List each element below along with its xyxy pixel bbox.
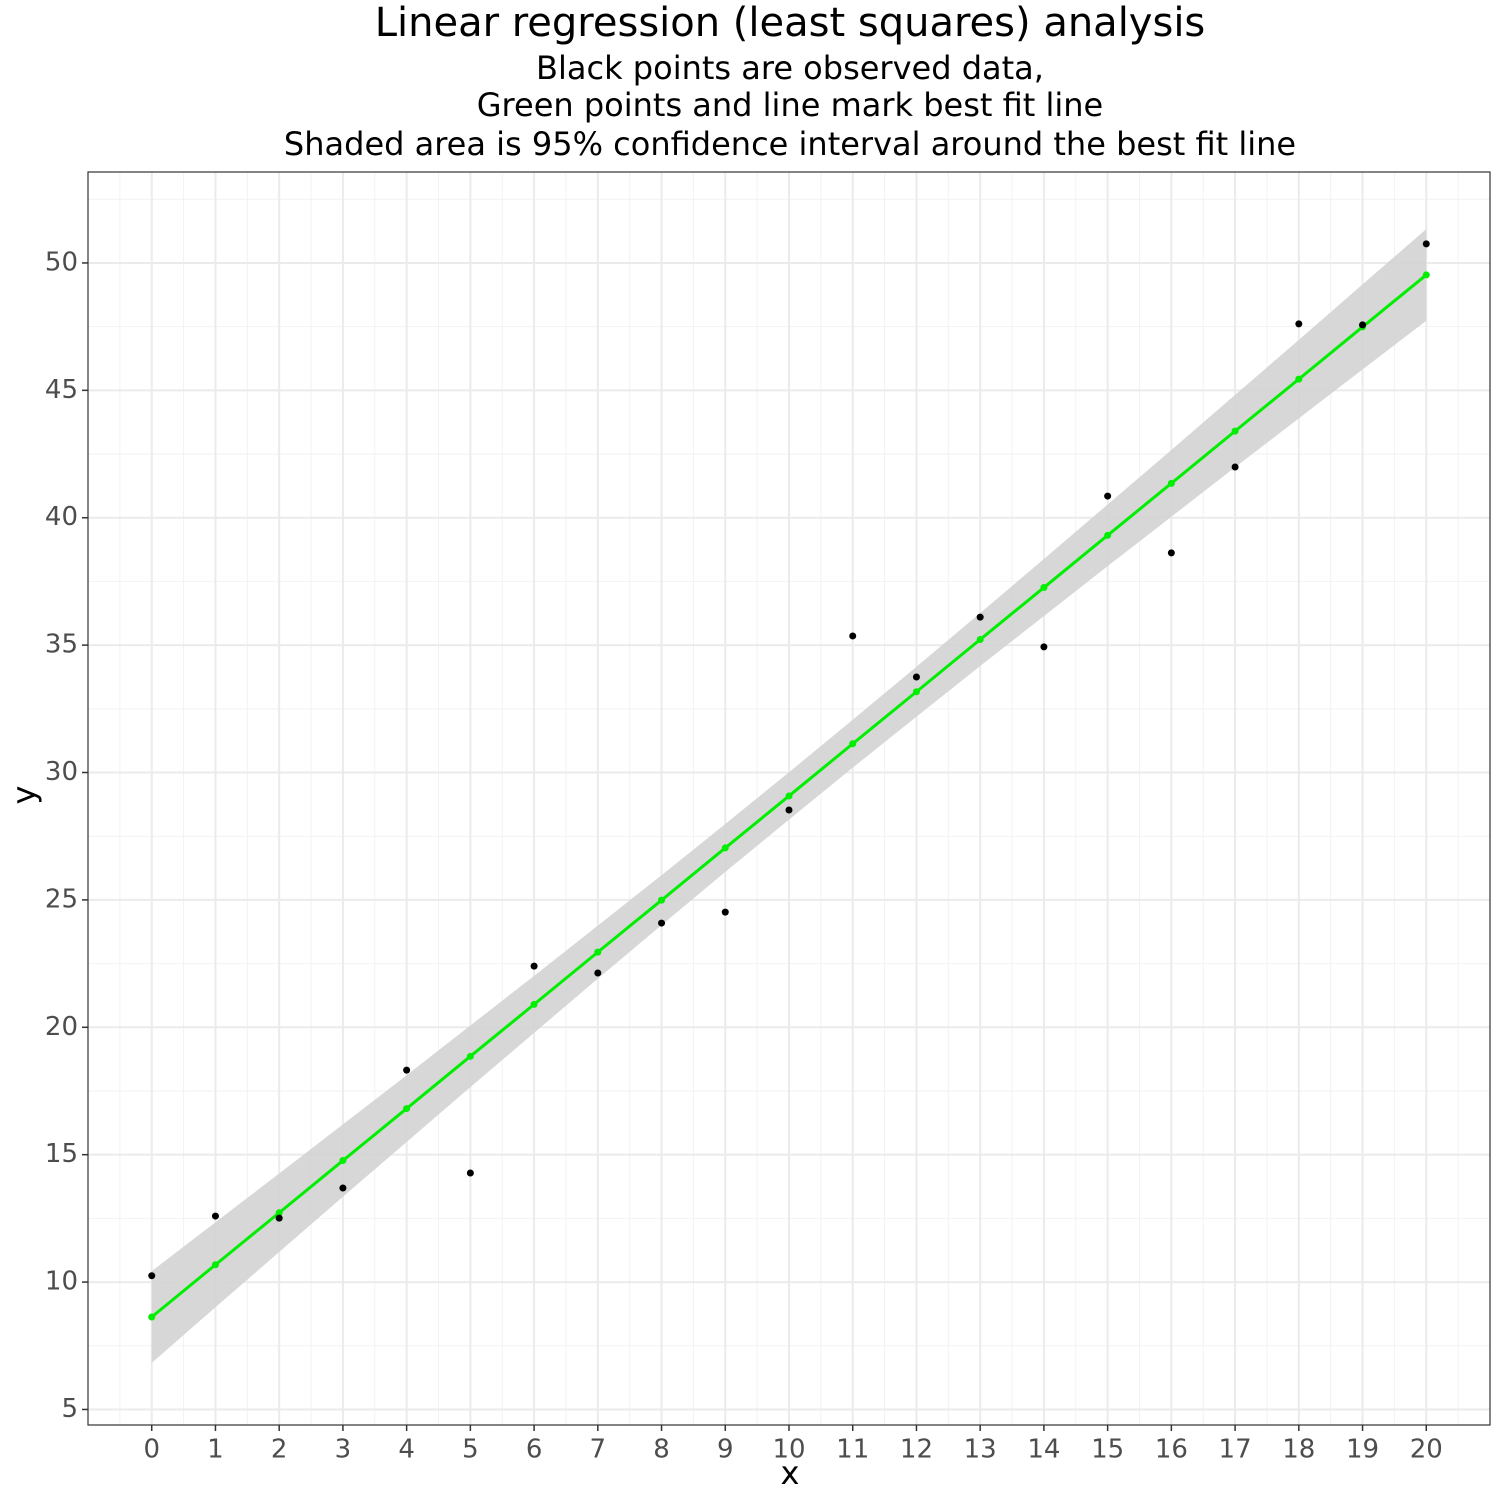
x-tick-label: 13 bbox=[964, 1435, 997, 1465]
fitted-point bbox=[849, 740, 857, 748]
fitted-point bbox=[1422, 271, 1430, 279]
observed-point bbox=[658, 919, 666, 927]
observed-point bbox=[403, 1066, 411, 1074]
fitted-point bbox=[1040, 584, 1048, 592]
fitted-point bbox=[339, 1157, 347, 1165]
x-tick-label: 4 bbox=[398, 1435, 415, 1465]
y-tick-label: 40 bbox=[45, 502, 78, 532]
observed-point bbox=[849, 632, 857, 640]
x-tick-label: 12 bbox=[900, 1435, 933, 1465]
chart-subtitle: Green points and line mark best fit line bbox=[477, 86, 1103, 124]
y-tick-label: 35 bbox=[45, 630, 78, 660]
y-tick-label: 15 bbox=[45, 1139, 78, 1169]
x-tick-label: 14 bbox=[1027, 1435, 1060, 1465]
y-tick-label: 45 bbox=[45, 375, 78, 405]
fitted-point bbox=[466, 1052, 474, 1060]
fitted-point bbox=[976, 636, 984, 644]
y-tick-label: 20 bbox=[45, 1012, 78, 1042]
observed-point bbox=[466, 1169, 474, 1177]
x-tick-label: 0 bbox=[143, 1435, 160, 1465]
x-tick-label: 16 bbox=[1155, 1435, 1188, 1465]
observed-point bbox=[530, 962, 538, 970]
x-tick-label: 2 bbox=[271, 1435, 288, 1465]
x-tick-label: 9 bbox=[717, 1435, 734, 1465]
observed-point bbox=[1359, 321, 1367, 329]
observed-point bbox=[912, 673, 920, 681]
y-tick-label: 25 bbox=[45, 884, 78, 914]
fitted-point bbox=[594, 948, 602, 956]
fitted-point bbox=[148, 1313, 156, 1321]
observed-point bbox=[976, 613, 984, 621]
fitted-point bbox=[1295, 375, 1303, 383]
x-axis-title: x bbox=[781, 1454, 800, 1492]
x-tick-label: 3 bbox=[335, 1435, 352, 1465]
x-tick-label: 11 bbox=[836, 1435, 869, 1465]
plot-border bbox=[87, 171, 1491, 1426]
observed-point bbox=[1422, 240, 1430, 248]
fitted-point bbox=[912, 688, 920, 696]
chart-title: Linear regression (least squares) analys… bbox=[375, 0, 1206, 46]
y-tick-label: 10 bbox=[45, 1267, 78, 1297]
chart-subtitle: Shaded area is 95% confidence interval a… bbox=[284, 125, 1296, 163]
observed-point bbox=[594, 969, 602, 977]
x-tick-label: 7 bbox=[590, 1435, 607, 1465]
x-tick-label: 8 bbox=[653, 1435, 670, 1465]
x-tick-label: 19 bbox=[1346, 1435, 1379, 1465]
x-tick-label: 18 bbox=[1282, 1435, 1315, 1465]
fitted-point bbox=[658, 896, 666, 904]
fitted-point bbox=[275, 1209, 283, 1217]
fitted-point bbox=[1104, 531, 1112, 539]
fitted-point bbox=[211, 1261, 219, 1269]
observed-point bbox=[721, 908, 729, 916]
x-tick-label: 10 bbox=[772, 1435, 805, 1465]
x-tick-label: 15 bbox=[1091, 1435, 1124, 1465]
fitted-point bbox=[721, 844, 729, 852]
x-tick-label: 6 bbox=[526, 1435, 543, 1465]
observed-point bbox=[1104, 492, 1112, 500]
fitted-point bbox=[530, 1000, 538, 1008]
observed-point bbox=[211, 1212, 219, 1220]
observed-point bbox=[1040, 643, 1048, 651]
x-tick-label: 17 bbox=[1219, 1435, 1252, 1465]
y-tick-label: 30 bbox=[45, 757, 78, 787]
observed-point bbox=[1295, 320, 1303, 328]
fitted-point bbox=[403, 1105, 411, 1113]
y-tick-label: 5 bbox=[61, 1394, 78, 1424]
observed-point bbox=[339, 1184, 347, 1192]
fitted-point bbox=[785, 792, 793, 800]
y-tick-label: 50 bbox=[45, 247, 78, 277]
fitted-point bbox=[1231, 427, 1239, 435]
observed-point bbox=[148, 1272, 156, 1280]
x-tick-label: 1 bbox=[207, 1435, 224, 1465]
y-axis-title: y bbox=[5, 786, 43, 805]
observed-point bbox=[275, 1214, 283, 1222]
observed-point bbox=[785, 806, 793, 814]
observed-point bbox=[1231, 463, 1239, 471]
observed-point bbox=[1167, 549, 1175, 557]
x-tick-label: 5 bbox=[462, 1435, 479, 1465]
fitted-point bbox=[1167, 479, 1175, 487]
chart-subtitle: Black points are observed data, bbox=[536, 49, 1044, 87]
x-tick-label: 20 bbox=[1410, 1435, 1443, 1465]
